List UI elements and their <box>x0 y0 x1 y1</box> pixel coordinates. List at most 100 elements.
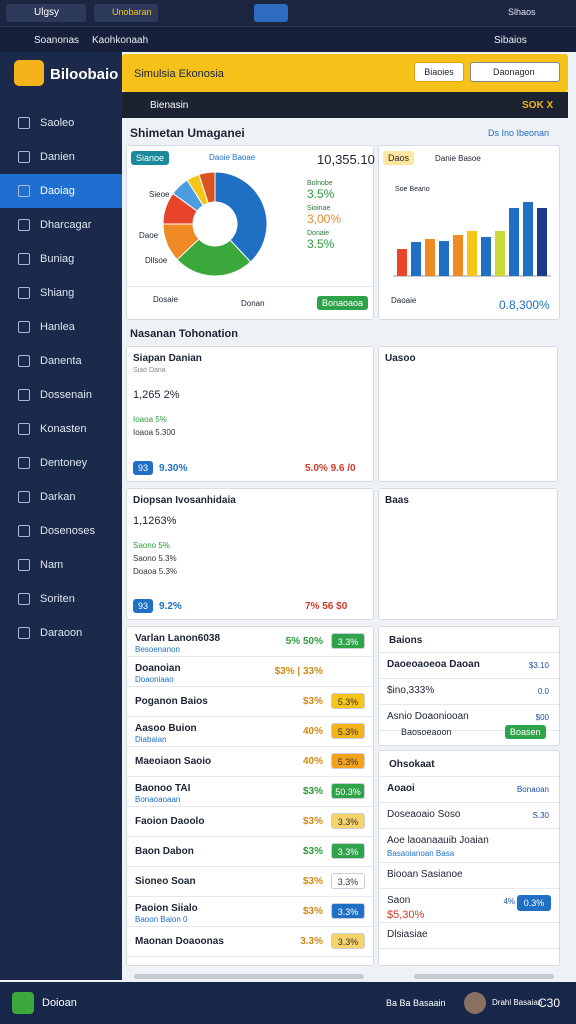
bar <box>481 237 491 276</box>
stat-value: 3,00% <box>307 212 342 226</box>
row-name: Baon Dabon <box>135 846 194 857</box>
row-badge[interactable]: 5.3% <box>331 693 365 709</box>
footer-code: C30 <box>538 996 561 1010</box>
tab-title: Unobaran <box>112 7 152 17</box>
row-value: $3% <box>302 906 323 917</box>
row-value: $3% <box>302 816 323 827</box>
header-button[interactable]: Biaoies <box>414 62 464 82</box>
address: Soanonas <box>34 35 80 46</box>
nav-item[interactable]: Daraoon <box>0 616 122 650</box>
row-name: Paoion Siialo <box>135 903 198 914</box>
nav-item[interactable]: Dentoney <box>0 446 122 480</box>
row-badge[interactable]: 3.3% <box>331 903 365 919</box>
nav-icon <box>18 185 30 197</box>
nav-item[interactable]: Danenta <box>0 344 122 378</box>
list-row: Aasoo Buion Diabaian 40% 5.3% <box>127 717 373 747</box>
bar <box>495 231 505 276</box>
search[interactable]: Bienasin <box>150 100 189 111</box>
nav-item[interactable]: Dharcagar <box>0 208 122 242</box>
nav-icon <box>18 457 30 469</box>
nav-label: Dharcagar <box>40 219 92 231</box>
row-name: Maonan Doaoonas <box>135 936 224 947</box>
nav-label: Saoleo <box>40 117 75 129</box>
footer-text: Ba Ba Basaain <box>386 998 446 1008</box>
scrollbar[interactable] <box>414 974 554 979</box>
page-name: Kaohkonaah <box>92 35 149 46</box>
nav-item[interactable]: Danien <box>0 140 122 174</box>
nav-label: Nam <box>40 559 64 571</box>
nav-item[interactable]: Nam <box>0 548 122 582</box>
row-text: Dlsiasiae <box>387 929 428 940</box>
card-title: Baas <box>385 495 409 506</box>
nav-icon <box>18 627 30 639</box>
nav-label: Soriten <box>40 593 75 605</box>
list-row: Varlan Lanon6038 Besoenanon 5% 50% 3.3% <box>127 627 373 657</box>
footer-mid: Donan <box>241 299 265 308</box>
search-badge: SOK X <box>522 100 554 111</box>
nav-item[interactable]: Dosenoses <box>0 514 122 548</box>
pie-slice <box>198 171 216 204</box>
row-sub: Baoon Baion 0 <box>135 915 188 924</box>
row-badge: 0.3% <box>517 895 551 911</box>
section-link[interactable]: Ds Ino Ibeonan <box>488 128 550 138</box>
nav-item[interactable]: Buniag <box>0 242 122 276</box>
card-line: Saono 5.3% <box>133 554 177 563</box>
row-badge[interactable]: 50.3% <box>331 783 365 799</box>
scrollbar[interactable] <box>134 974 364 979</box>
nav-item[interactable]: Hanlea <box>0 310 122 344</box>
footer: Doioan Ba Ba Basaain Drahl Basaian C30 <box>0 982 576 1024</box>
user: Drahl Basaian <box>492 998 543 1007</box>
row-text: $ino,333% <box>387 685 435 696</box>
nav-item[interactable]: Saoleo <box>0 106 122 140</box>
row-badge[interactable]: 5.3% <box>331 753 365 769</box>
avatar[interactable] <box>464 992 486 1014</box>
divider <box>127 286 373 287</box>
row-text: Daoeoaoeoa Daoan <box>387 659 480 670</box>
footer-brand: Doioan <box>42 997 77 1009</box>
nav-item[interactable]: Darkan <box>0 480 122 514</box>
card-line: Ioaoa 5% <box>133 415 167 424</box>
list-button[interactable]: Boasen <box>505 725 546 739</box>
nav-item[interactable]: Konasten <box>0 412 122 446</box>
nav-item[interactable]: Soriten <box>0 582 122 616</box>
stat-value: 3.5% <box>307 187 335 201</box>
nav-label: Daraoon <box>40 627 83 639</box>
nav-item[interactable]: Shiang <box>0 276 122 310</box>
tab-active[interactable] <box>254 4 288 22</box>
chip: 93 <box>133 599 154 613</box>
row-badge[interactable]: 3.3% <box>331 813 365 829</box>
pie-chart <box>162 171 268 277</box>
nav-item[interactable]: Dossenain <box>0 378 122 412</box>
row-badge[interactable]: 3.3% <box>331 843 365 859</box>
nav-item[interactable]: Daoiag <box>0 174 122 208</box>
tab[interactable]: Sianoe <box>131 151 170 165</box>
select[interactable]: Daonagon <box>470 62 560 82</box>
row-badge[interactable]: 3.3% <box>331 933 365 949</box>
nav-icon <box>18 253 30 265</box>
button[interactable]: Bonaoaoa <box>317 296 369 310</box>
tab[interactable] <box>6 4 86 22</box>
nav-icon <box>18 151 30 163</box>
list-left: Varlan Lanon6038 Besoenanon 5% 50% 3.3% Doan… <box>126 626 374 966</box>
nav-label: Hanlea <box>40 321 75 333</box>
row-badge[interactable]: 3.3% <box>331 873 365 889</box>
row-value: 40% <box>302 756 323 767</box>
browser-bar: Ulgsy Unobaran Slhaos <box>0 0 576 26</box>
combo-card: Diopsan Ivosanhidaia 1,1263% Saono 5% Saono… <box>126 488 374 620</box>
row-badge[interactable]: 3.3% <box>331 633 365 649</box>
row-sub: Basaoianoan Basa <box>387 849 455 858</box>
tab[interactable]: Daoie Baoae <box>209 153 256 162</box>
bar <box>509 208 519 276</box>
tab[interactable] <box>94 4 158 22</box>
section-heading: Nasanan Tohonation <box>130 328 238 340</box>
pie-label: Daoe <box>139 231 159 240</box>
nav-label: Danenta <box>40 355 82 367</box>
sidebar: Saoleo Danien Daoiag Dharcagar Buniag Shiang H… <box>0 106 122 650</box>
tab[interactable]: Daos <box>383 151 415 165</box>
row-right: Bonaoan <box>516 785 549 794</box>
row-badge[interactable]: 5.3% <box>331 723 365 739</box>
nav-label: Darkan <box>40 491 76 503</box>
legend: Soe Beano <box>395 186 430 193</box>
list-row: $ino,333% 0.0 <box>379 679 559 705</box>
search-bar <box>122 92 568 118</box>
